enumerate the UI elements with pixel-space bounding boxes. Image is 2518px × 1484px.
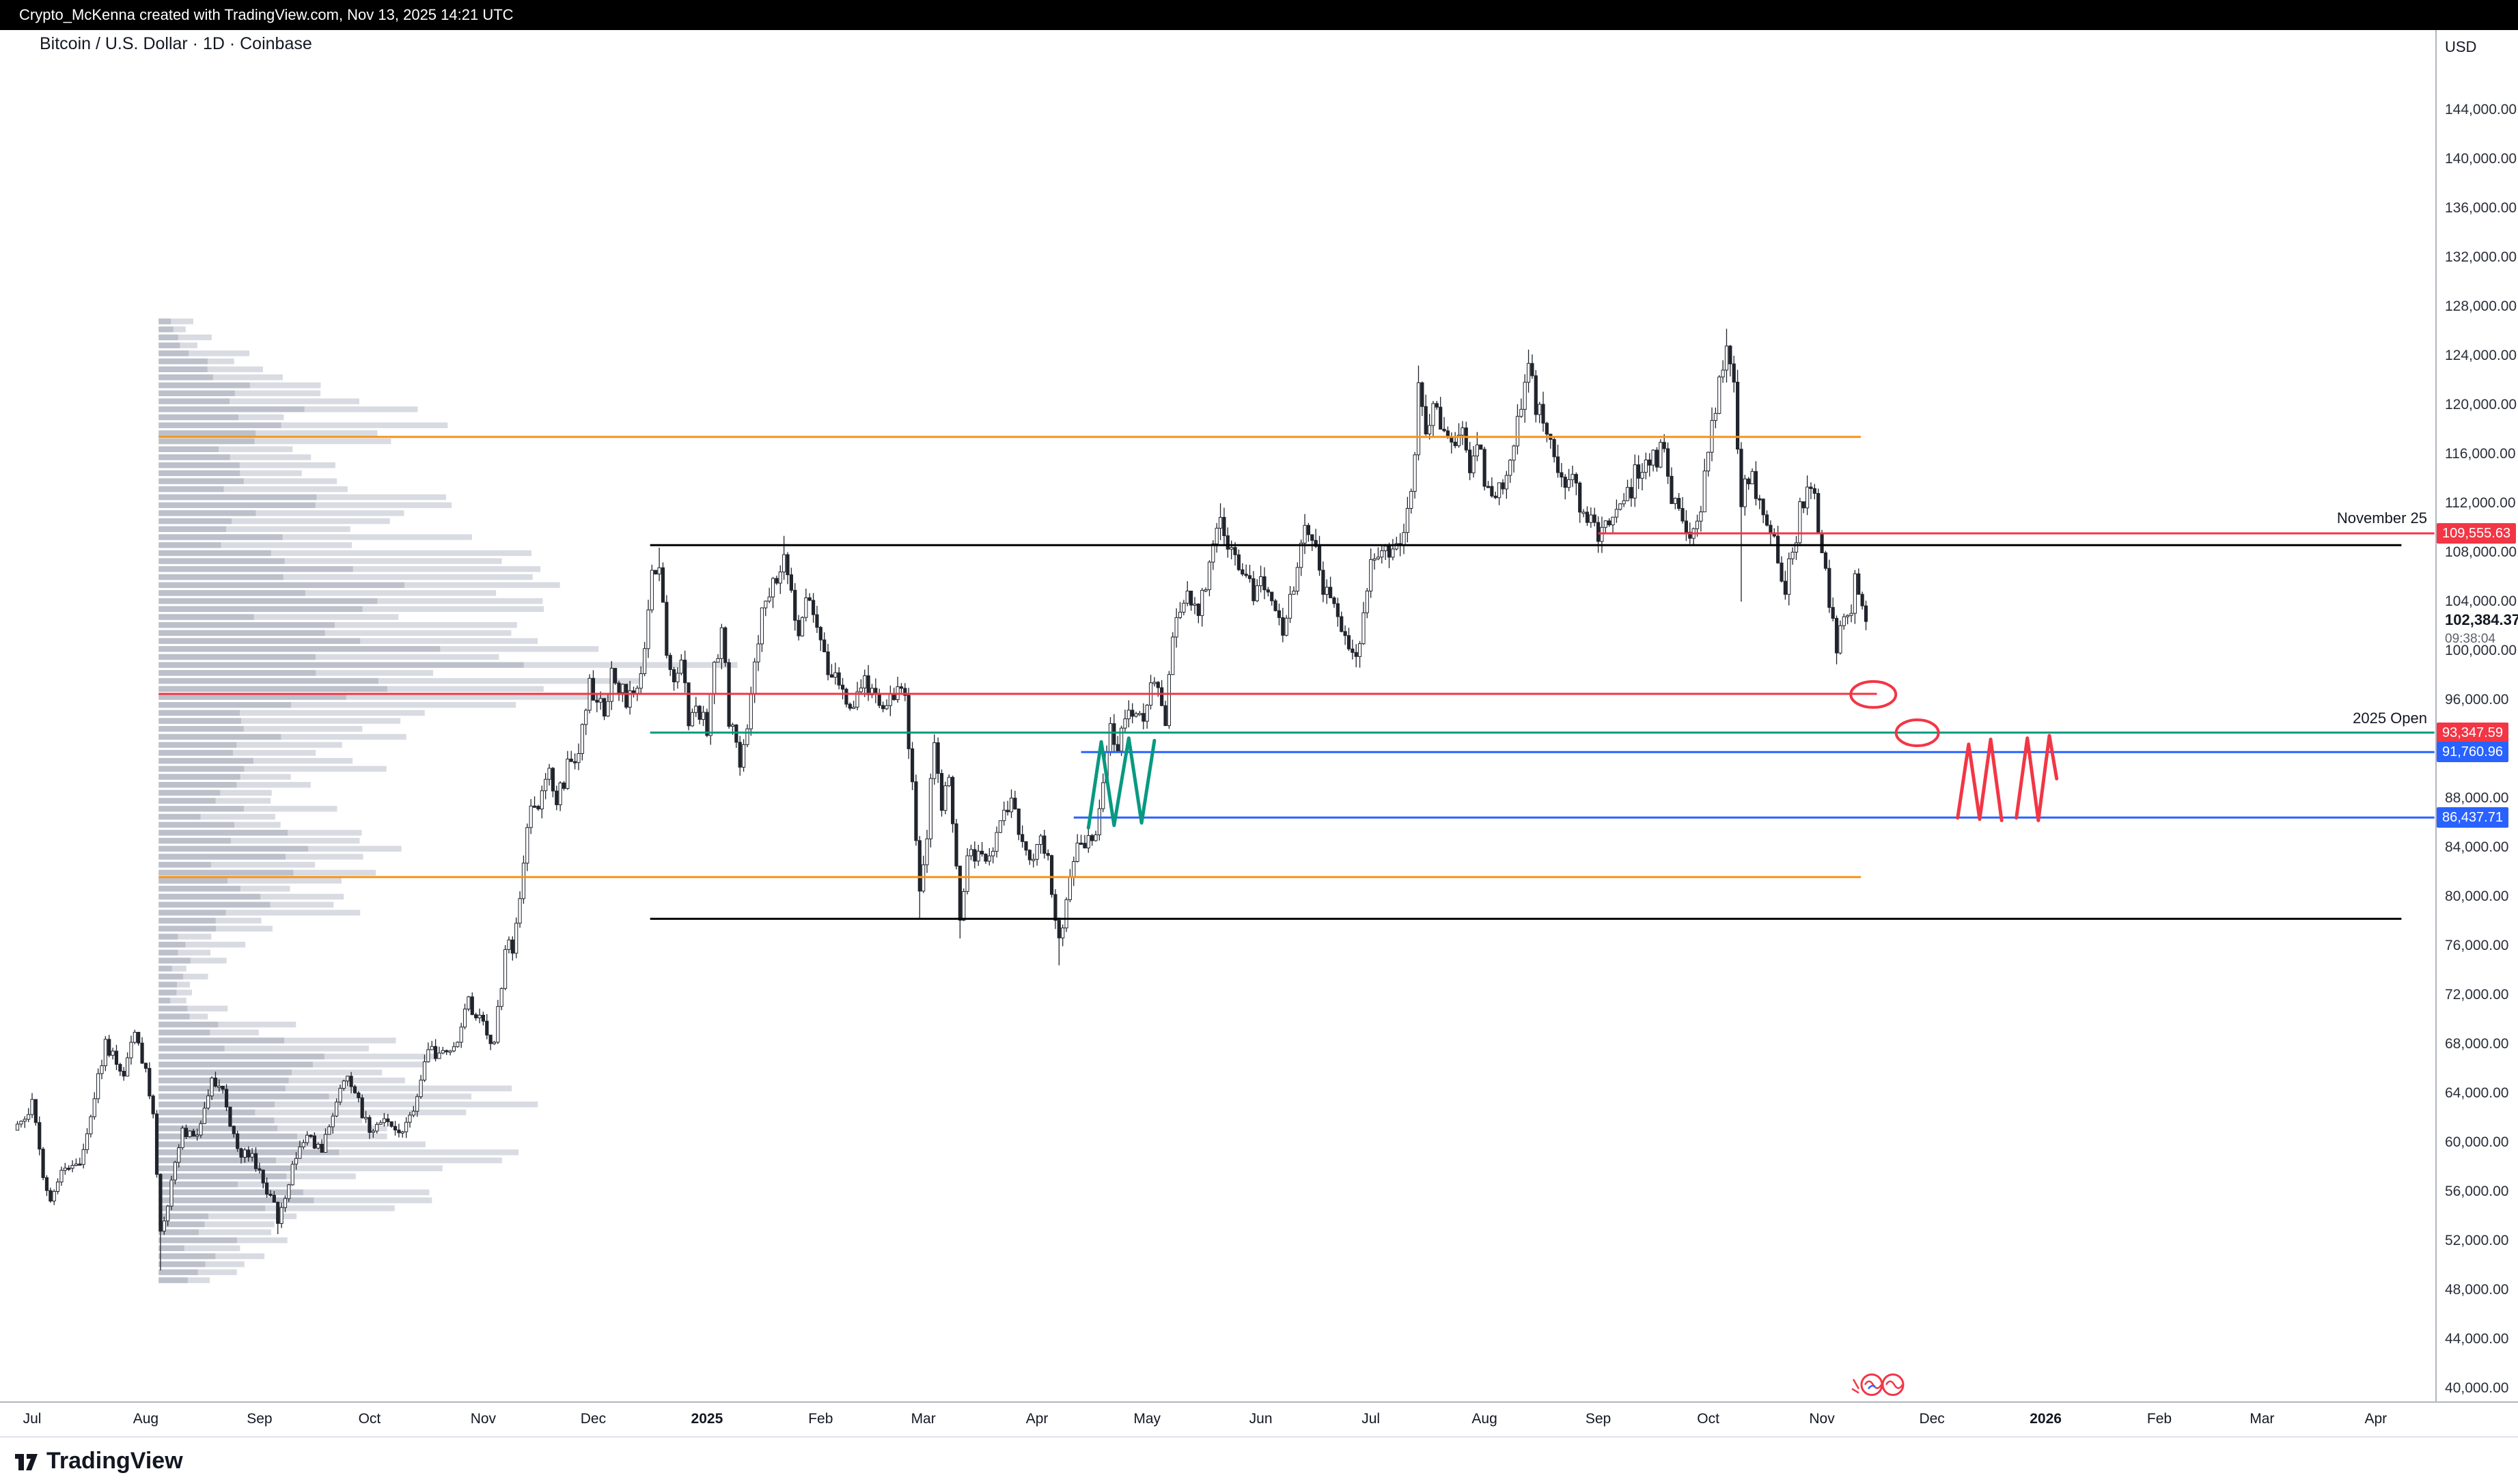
annotation-2025-open: 2025 Open (2353, 710, 2427, 727)
price-tick-label: 104,000.00 (2445, 593, 2517, 609)
time-tick-label: Feb (2146, 1411, 2172, 1427)
price-tag: 93,347.59 (2437, 722, 2508, 743)
symbol-header[interactable]: Bitcoin / U.S. Dollar · 1D · Coinbase (40, 34, 312, 54)
time-tick-label: May (1133, 1411, 1161, 1427)
tradingview-logo[interactable]: TradingView (12, 1447, 183, 1474)
price-tick-label: 88,000.00 (2445, 790, 2509, 806)
time-tick-label: Aug (1471, 1411, 1497, 1427)
time-tick-label: Jul (1361, 1411, 1381, 1427)
price-tick-label: 128,000.00 (2445, 298, 2517, 314)
time-tick-label: Aug (133, 1411, 159, 1427)
time-tick-label: Dec (580, 1411, 607, 1427)
time-tick-label: Mar (2250, 1411, 2275, 1427)
bottom-doodle (1860, 1373, 1883, 1397)
price-tick-label: 100,000.00 (2445, 643, 2517, 658)
red-oval-annotation (1894, 718, 1940, 748)
candlestick-series (15, 328, 1868, 1271)
annotation-november-25: November 25 (2336, 509, 2427, 527)
price-tick-label: 116,000.00 (2445, 446, 2516, 462)
price-tick-label: 108,000.00 (2445, 544, 2517, 560)
price-tick-label: 144,000.00 (2445, 102, 2517, 117)
price-tick-label: 132,000.00 (2445, 249, 2517, 265)
price-tick-label: 120,000.00 (2445, 397, 2517, 412)
time-tick-label: 2026 (2030, 1411, 2062, 1427)
price-tick-label: 72,000.00 (2445, 987, 2509, 1003)
price-tick-label: 136,000.00 (2445, 200, 2517, 216)
price-tick-label: 56,000.00 (2445, 1184, 2509, 1199)
current-price-label: 102,384.37 (2445, 611, 2518, 628)
time-tick-label: Oct (358, 1411, 381, 1427)
price-tick-label: 80,000.00 (2445, 888, 2509, 904)
price-tick-label: 52,000.00 (2445, 1233, 2509, 1248)
time-tick-label: Jun (1249, 1411, 1273, 1427)
teal-zigzag-drawing (1086, 736, 1157, 830)
attribution-topbar: Crypto_McKenna created with TradingView.… (0, 0, 2518, 30)
red-zigzag-drawing (2015, 733, 2059, 822)
price-tag: 86,437.71 (2437, 807, 2508, 828)
time-axis[interactable]: Jul Aug Sep Oct Nov Dec 2025 Feb Mar Apr May Jun Jul… (0, 1401, 2518, 1436)
footer-bar: TradingView (0, 1436, 2518, 1484)
time-tick-label: Feb (808, 1411, 833, 1427)
price-tick-label: 44,000.00 (2445, 1331, 2509, 1347)
price-tick-label: 68,000.00 (2445, 1036, 2509, 1052)
time-tick-label: Jul (23, 1411, 42, 1427)
bar-countdown-label: 09:38:04 (2445, 632, 2495, 646)
time-tick-label: Dec (1919, 1411, 1945, 1427)
attribution-text: Crypto_McKenna created with TradingView.… (19, 6, 514, 23)
hand-drawings[interactable] (1086, 680, 2059, 1397)
price-tick-label: 96,000.00 (2445, 692, 2509, 708)
time-tick-label: 2025 (691, 1411, 723, 1427)
price-tick-label: 40,000.00 (2445, 1380, 2509, 1396)
price-axis[interactable]: USD 144,000.00 140,000.00 136,000.00 132,00… (2435, 30, 2518, 1401)
time-tick-label: Sep (247, 1411, 273, 1427)
bottom-doodle (1881, 1373, 1905, 1397)
time-tick-label: Nov (470, 1411, 497, 1427)
price-tick-label: 140,000.00 (2445, 151, 2517, 167)
price-tick-label: 84,000.00 (2445, 839, 2509, 855)
price-tick-label: 48,000.00 (2445, 1282, 2509, 1298)
red-zigzag-drawing (1956, 738, 2004, 822)
time-tick-label: Mar (911, 1411, 936, 1427)
time-tick-label: Apr (1025, 1411, 1049, 1427)
price-axis-currency: USD (2445, 38, 2477, 55)
red-oval-annotation (1849, 680, 1898, 709)
price-tag: 109,555.63 (2437, 522, 2517, 544)
volume-profile (158, 318, 738, 1283)
horizontal-levels[interactable] (158, 436, 2435, 920)
price-tick-label: 124,000.00 (2445, 348, 2517, 363)
price-tick-label: 112,000.00 (2445, 495, 2516, 511)
tradingview-wordmark: TradingView (46, 1447, 183, 1474)
time-tick-label: Oct (1697, 1411, 1719, 1427)
price-tag: 91,760.96 (2437, 742, 2508, 763)
time-tick-label: Sep (1585, 1411, 1611, 1427)
price-tick-label: 64,000.00 (2445, 1085, 2509, 1101)
time-tick-label: Nov (1809, 1411, 1835, 1427)
symbol-title: Bitcoin / U.S. Dollar · 1D · Coinbase (40, 34, 312, 53)
price-tick-label: 76,000.00 (2445, 938, 2509, 953)
price-tick-label: 60,000.00 (2445, 1134, 2509, 1150)
time-tick-label: Apr (2364, 1411, 2388, 1427)
tradingview-mark-icon (15, 1454, 38, 1470)
